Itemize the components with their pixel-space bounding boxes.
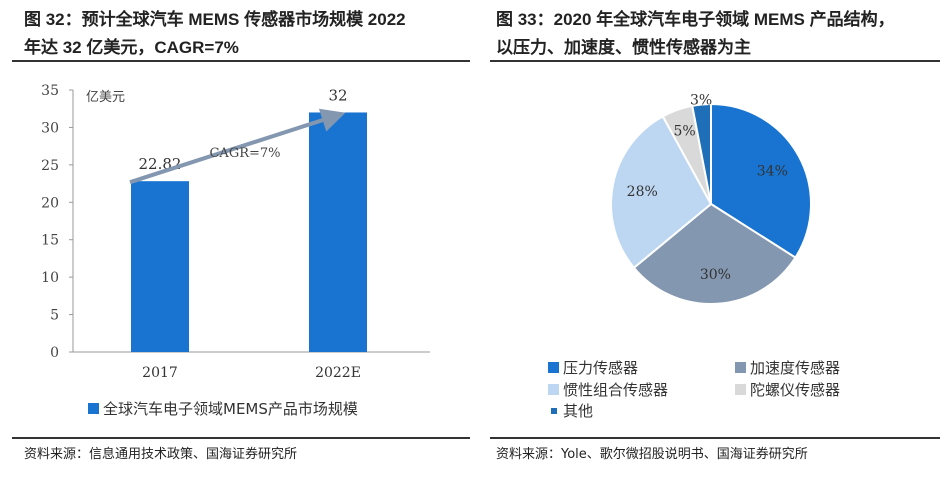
y-tick-label: 25 bbox=[41, 158, 59, 174]
y-tick-label: 20 bbox=[41, 195, 59, 211]
cagr-arrow bbox=[129, 108, 346, 185]
legend-label: 其他 bbox=[563, 402, 594, 420]
legend-swatch bbox=[88, 403, 99, 414]
x-tick-label: 2022E bbox=[315, 365, 361, 381]
left-title-rule bbox=[12, 60, 470, 62]
slice-label: 28% bbox=[627, 184, 658, 200]
legend-label: 陀螺仪传感器 bbox=[750, 381, 841, 399]
right-source: 资料来源：Yole、歌尔微招股说明书、国海证券研究所 bbox=[496, 447, 808, 462]
legend-label: 加速度传感器 bbox=[750, 359, 841, 377]
right-title-rule bbox=[490, 60, 940, 62]
bar-legend: 全球汽车电子领域MEMS产品市场规模 bbox=[88, 398, 358, 419]
cagr-annotation: CAGR=7% bbox=[209, 146, 280, 161]
y-axis-unit: 亿美元 bbox=[86, 90, 125, 105]
left-source: 资料来源：信息通用技术政策、国海证券研究所 bbox=[24, 447, 298, 462]
slice-label: 30% bbox=[700, 267, 731, 283]
bar-2022E bbox=[309, 112, 367, 352]
right-title: 图 33：2020 年全球汽车电子领域 MEMS 产品结构， 以压力、加速度、惯性… bbox=[496, 10, 895, 57]
legend-item: 压力传感器 bbox=[548, 357, 638, 378]
pie-slice-2 bbox=[610, 115, 713, 270]
legend-swatch bbox=[735, 384, 746, 395]
legend-swatch bbox=[735, 362, 746, 373]
y-tick-label: 30 bbox=[41, 120, 59, 136]
pie-slice-1 bbox=[632, 202, 797, 305]
pie-chart: 34% 30% 28% 5% 3% bbox=[610, 92, 812, 305]
legend-item: 陀螺仪传感器 bbox=[735, 379, 840, 400]
pie-slice-4 bbox=[691, 102, 712, 205]
x-tick-label: 2017 bbox=[142, 365, 178, 381]
y-tick-label: 35 bbox=[41, 83, 59, 99]
slice-label: 3% bbox=[690, 92, 712, 108]
legend-label: 全球汽车电子领域MEMS产品市场规模 bbox=[103, 400, 358, 418]
bar-2017 bbox=[131, 181, 189, 352]
legend-swatch bbox=[548, 362, 559, 373]
y-tick-label: 5 bbox=[50, 308, 59, 324]
legend-label: 压力传感器 bbox=[563, 359, 639, 377]
left-title: 图 32：预计全球汽车 MEMS 传感器市场规模 2022 年达 32 亿美元，C… bbox=[24, 10, 406, 57]
legend-item: 其他 bbox=[548, 400, 593, 421]
legend-swatch bbox=[548, 384, 559, 395]
legend-label: 惯性组合传感器 bbox=[563, 381, 669, 399]
right-source-rule bbox=[490, 437, 940, 439]
legend-item: 加速度传感器 bbox=[735, 357, 840, 378]
data-label: 32 bbox=[328, 86, 347, 104]
legend-item: 惯性组合传感器 bbox=[548, 379, 668, 400]
left-source-rule bbox=[12, 437, 470, 439]
y-tick-label: 10 bbox=[41, 270, 59, 286]
legend-swatch bbox=[550, 407, 557, 414]
slice-label: 5% bbox=[673, 124, 695, 140]
y-tick-label: 15 bbox=[41, 233, 59, 249]
slice-label: 34% bbox=[757, 163, 788, 179]
y-tick-label: 0 bbox=[50, 345, 59, 361]
